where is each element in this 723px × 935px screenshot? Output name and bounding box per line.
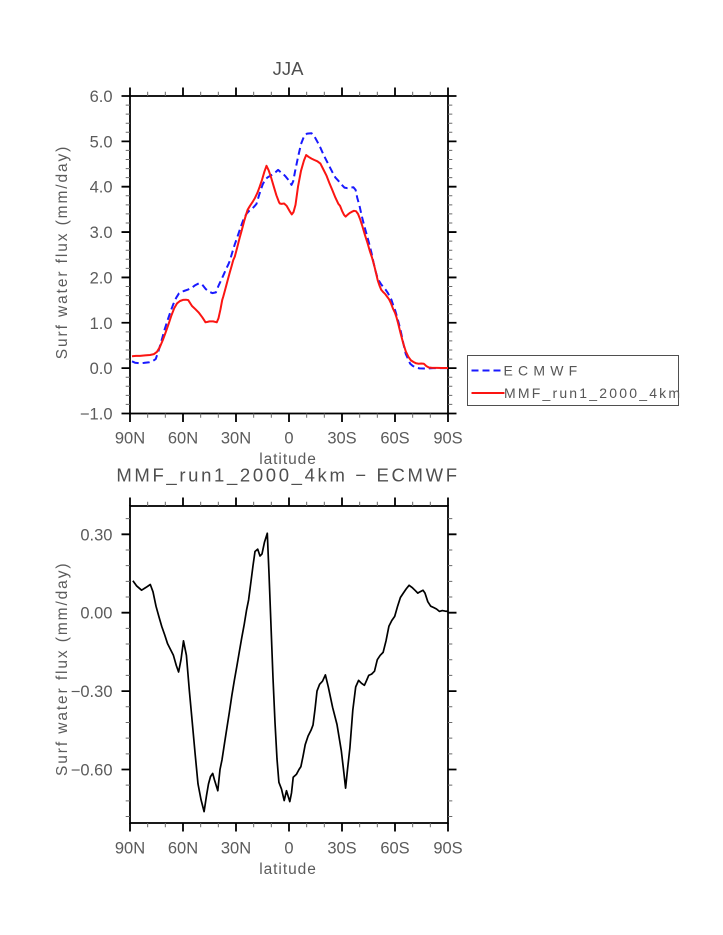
svg-text:60S: 60S: [380, 430, 409, 448]
svg-text:JJA: JJA: [273, 58, 305, 79]
svg-text:MMF_run1_2000_4km: MMF_run1_2000_4km: [504, 385, 682, 401]
svg-text:ECMWF: ECMWF: [504, 363, 583, 379]
svg-text:90S: 90S: [433, 430, 462, 448]
svg-text:Surf water flux (mm/day): Surf water flux (mm/day): [54, 562, 71, 776]
svg-text:30S: 30S: [327, 840, 356, 858]
svg-text:6.0: 6.0: [90, 88, 113, 106]
svg-text:90N: 90N: [115, 430, 145, 448]
svg-text:1.0: 1.0: [90, 315, 113, 333]
svg-text:3.0: 3.0: [90, 224, 113, 242]
svg-text:0.0: 0.0: [90, 360, 113, 378]
svg-text:−0.60: −0.60: [71, 762, 113, 780]
svg-text:Surf water flux (mm/day): Surf water flux (mm/day): [54, 145, 71, 359]
svg-text:30N: 30N: [221, 430, 251, 448]
svg-text:0.00: 0.00: [80, 605, 112, 623]
svg-text:4.0: 4.0: [90, 179, 113, 197]
svg-text:60N: 60N: [168, 840, 198, 858]
svg-text:0.30: 0.30: [80, 526, 112, 544]
svg-text:60S: 60S: [380, 840, 409, 858]
svg-text:−0.30: −0.30: [71, 683, 113, 701]
svg-text:0: 0: [284, 840, 293, 858]
svg-text:90N: 90N: [115, 840, 145, 858]
svg-text:5.0: 5.0: [90, 133, 113, 151]
svg-text:latitude: latitude: [259, 451, 317, 468]
svg-text:MMF_run1_2000_4km − ECMWF: MMF_run1_2000_4km − ECMWF: [116, 465, 459, 487]
svg-text:−1.0: −1.0: [80, 406, 113, 424]
svg-text:latitude: latitude: [259, 861, 317, 878]
svg-text:90S: 90S: [433, 840, 462, 858]
svg-text:30S: 30S: [327, 430, 356, 448]
svg-text:60N: 60N: [168, 430, 198, 448]
svg-text:2.0: 2.0: [90, 269, 113, 287]
svg-text:30N: 30N: [221, 840, 251, 858]
svg-text:0: 0: [284, 430, 293, 448]
